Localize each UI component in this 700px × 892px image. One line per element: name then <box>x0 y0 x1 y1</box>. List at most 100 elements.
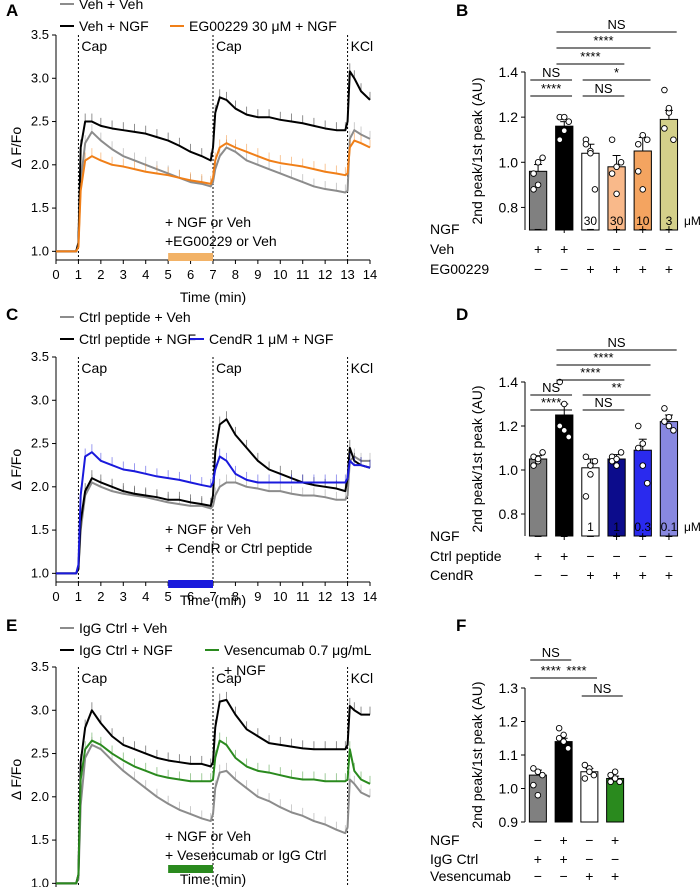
panel-D: D 0.8 1.0 1.2 1.4 2nd peak/1st peak (AU) 1 1 0.3… <box>430 305 700 583</box>
x-tick-label: 2 <box>97 267 104 282</box>
condition-sign: − <box>534 221 542 237</box>
data-point <box>587 150 594 157</box>
data-point <box>635 168 642 175</box>
significance-label: **** <box>541 81 561 96</box>
x-tick-label: 4 <box>142 589 149 604</box>
condition-label: Vesencumab <box>430 868 511 884</box>
condition-sign: − <box>560 567 568 583</box>
x-tick-label: 10 <box>273 589 287 604</box>
condition-sign: − <box>586 528 594 544</box>
panel-label: C <box>6 305 18 324</box>
bar <box>659 421 679 537</box>
data-point <box>635 140 642 148</box>
y-tick-label: 3.0 <box>31 392 49 407</box>
legend-entry: Veh + Veh <box>79 0 143 12</box>
legend-entry: EG00229 30 μM + NGF <box>189 18 337 34</box>
y-axis-label: Δ F/Fo <box>8 449 24 490</box>
data-point <box>582 493 590 500</box>
data-point <box>587 471 594 478</box>
data-point <box>560 731 567 739</box>
data-point <box>639 186 647 193</box>
x-axis-label: Time (min) <box>180 289 246 305</box>
treatment-bar <box>168 580 213 588</box>
panel-label: E <box>6 616 17 635</box>
y-tick-label: 0.8 <box>499 199 519 215</box>
condition-sign: + <box>612 221 620 237</box>
x-tick-label: 0 <box>52 589 59 604</box>
condition-sign: − <box>534 868 542 884</box>
series-line <box>56 70 371 253</box>
condition-sign: + <box>560 832 568 848</box>
legend-entry: IgG Ctrl + Veh <box>79 620 167 636</box>
y-tick-label: 3.5 <box>31 659 49 674</box>
treatment-bar <box>168 865 213 873</box>
condition-sign: + <box>586 567 594 583</box>
legend: Veh + Veh Veh + NGF EG00229 30 μM + NGF <box>60 0 337 34</box>
condition-sign: + <box>639 528 647 544</box>
panel-label: B <box>456 1 468 20</box>
legend-entry: CendR 1 μM + NGF <box>209 331 333 347</box>
condition-sign: + <box>534 548 542 564</box>
panel-A: A Veh + Veh Veh + NGF EG00229 30 μM + NGF 1.… <box>6 0 377 305</box>
data-point <box>556 378 564 386</box>
condition-sign: − <box>639 241 647 257</box>
bar-concentration-label: 0.1 <box>661 520 678 534</box>
condition-sign: − <box>665 548 673 564</box>
condition-sign: + <box>560 241 568 257</box>
series-1 <box>56 691 371 885</box>
data-point <box>608 136 616 143</box>
data-point <box>560 738 567 745</box>
panel-label: D <box>456 305 468 324</box>
y-tick-label: 3.5 <box>31 27 49 42</box>
event-label: Cap <box>216 38 242 54</box>
condition-sign: + <box>665 567 673 583</box>
data-point <box>661 405 668 412</box>
y-tick-label: 2.5 <box>31 436 49 451</box>
data-point <box>665 413 673 421</box>
y-axis-label: 2nd peak/1st peak (AU) <box>469 385 485 532</box>
y-tick-label: 1.1 <box>499 747 519 763</box>
data-point <box>539 449 546 456</box>
x-tick-label: 14 <box>363 589 377 604</box>
data-point <box>635 444 642 452</box>
data-point <box>556 422 564 430</box>
bar-concentration-label: 0.3 <box>634 520 651 534</box>
event-label: Cap <box>81 38 107 54</box>
data-point <box>530 186 537 193</box>
y-tick-label: 3.0 <box>31 702 49 717</box>
treatment-label: + NGF or Veh <box>165 521 251 537</box>
data-point <box>534 768 542 776</box>
data-point <box>613 455 620 463</box>
condition-sign: − <box>639 548 647 564</box>
data-point <box>561 427 568 434</box>
x-tick-label: 2 <box>97 589 104 604</box>
significance-label: **** <box>566 663 586 678</box>
condition-sign: − <box>612 548 620 564</box>
series-line <box>56 451 371 575</box>
condition-sign: + <box>560 221 568 237</box>
y-tick-label: 1.0 <box>31 243 49 258</box>
data-point <box>565 433 573 441</box>
y-tick-label: 2.0 <box>31 157 49 172</box>
data-point <box>534 455 542 463</box>
data-point <box>587 462 594 469</box>
x-tick-label: 13 <box>340 589 354 604</box>
condition-sign: − <box>585 851 593 867</box>
data-point <box>670 427 677 434</box>
data-point <box>611 768 619 776</box>
data-point <box>561 113 568 121</box>
x-tick-label: 1 <box>75 589 82 604</box>
condition-sign: + <box>612 567 620 583</box>
condition-sign: + <box>639 261 647 277</box>
y-tick-label: 1.4 <box>499 374 519 390</box>
condition-label: Veh <box>430 241 454 257</box>
condition-sign: − <box>585 832 593 848</box>
legend-entry: Vesencumab 0.7 μg/mL <box>224 642 372 658</box>
significance-label: NS <box>608 17 626 32</box>
data-point <box>530 781 537 789</box>
y-tick-label: 1.5 <box>31 522 49 537</box>
treatment-label: + CendR or Ctrl peptide <box>165 540 313 556</box>
condition-sign: + <box>665 261 673 277</box>
condition-label: IgG Ctrl <box>430 851 478 867</box>
